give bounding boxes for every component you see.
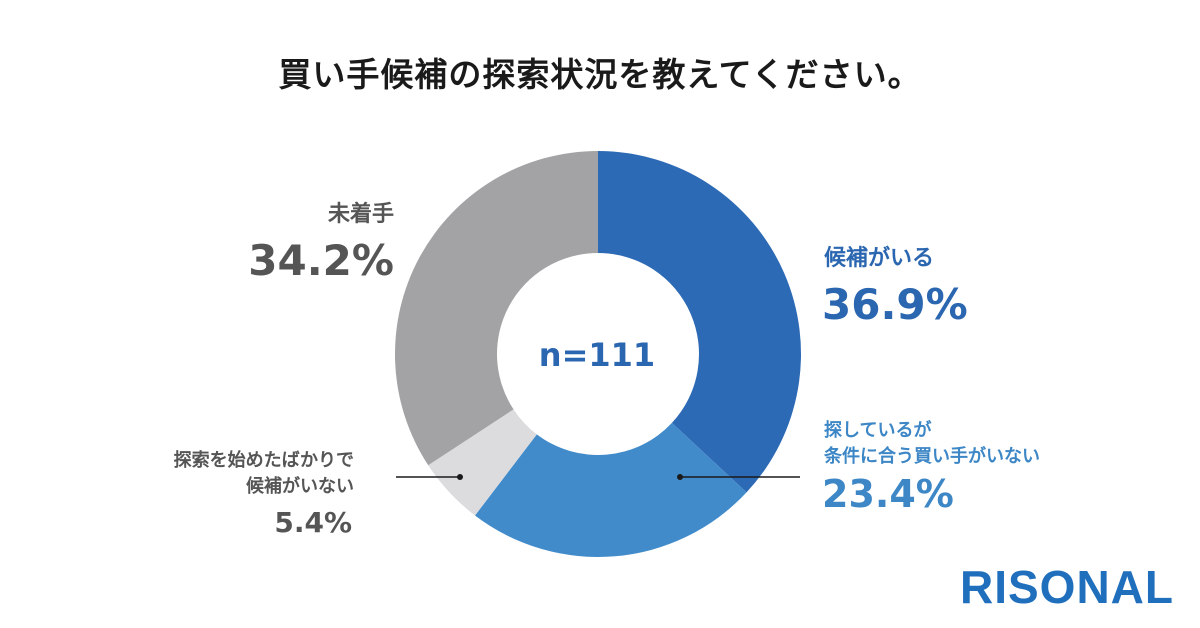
slice-just-started bbox=[428, 409, 537, 516]
label-searching-line1: 探しているが bbox=[824, 420, 932, 441]
label-not-started: 未着手 bbox=[327, 202, 394, 227]
slice-has-candidate bbox=[598, 151, 802, 493]
label-has-candidate: 候補がいる bbox=[824, 246, 935, 271]
leader-dot-just-started bbox=[457, 474, 463, 480]
pct-just-started: 5.4% bbox=[274, 506, 352, 539]
label-just-started-line1: 探索を始めたばかりで bbox=[173, 450, 354, 471]
sample-size-label: n=111 bbox=[538, 336, 656, 374]
chart-title: 買い手候補の探索状況を教えてください。 bbox=[278, 55, 922, 94]
pct-has-candidate: 36.9% bbox=[822, 280, 968, 329]
slice-searching bbox=[474, 422, 747, 557]
label-searching-line2: 条件に合う買い手がいない bbox=[824, 446, 1040, 467]
pct-not-started: 34.2% bbox=[248, 236, 394, 285]
leader-dot-searching bbox=[677, 474, 683, 480]
slice-not-started bbox=[395, 151, 598, 466]
pct-searching: 23.4% bbox=[822, 472, 954, 516]
label-just-started-line2: 候補がいない bbox=[246, 476, 354, 497]
risonal-logo: RISONAL bbox=[960, 561, 1174, 613]
